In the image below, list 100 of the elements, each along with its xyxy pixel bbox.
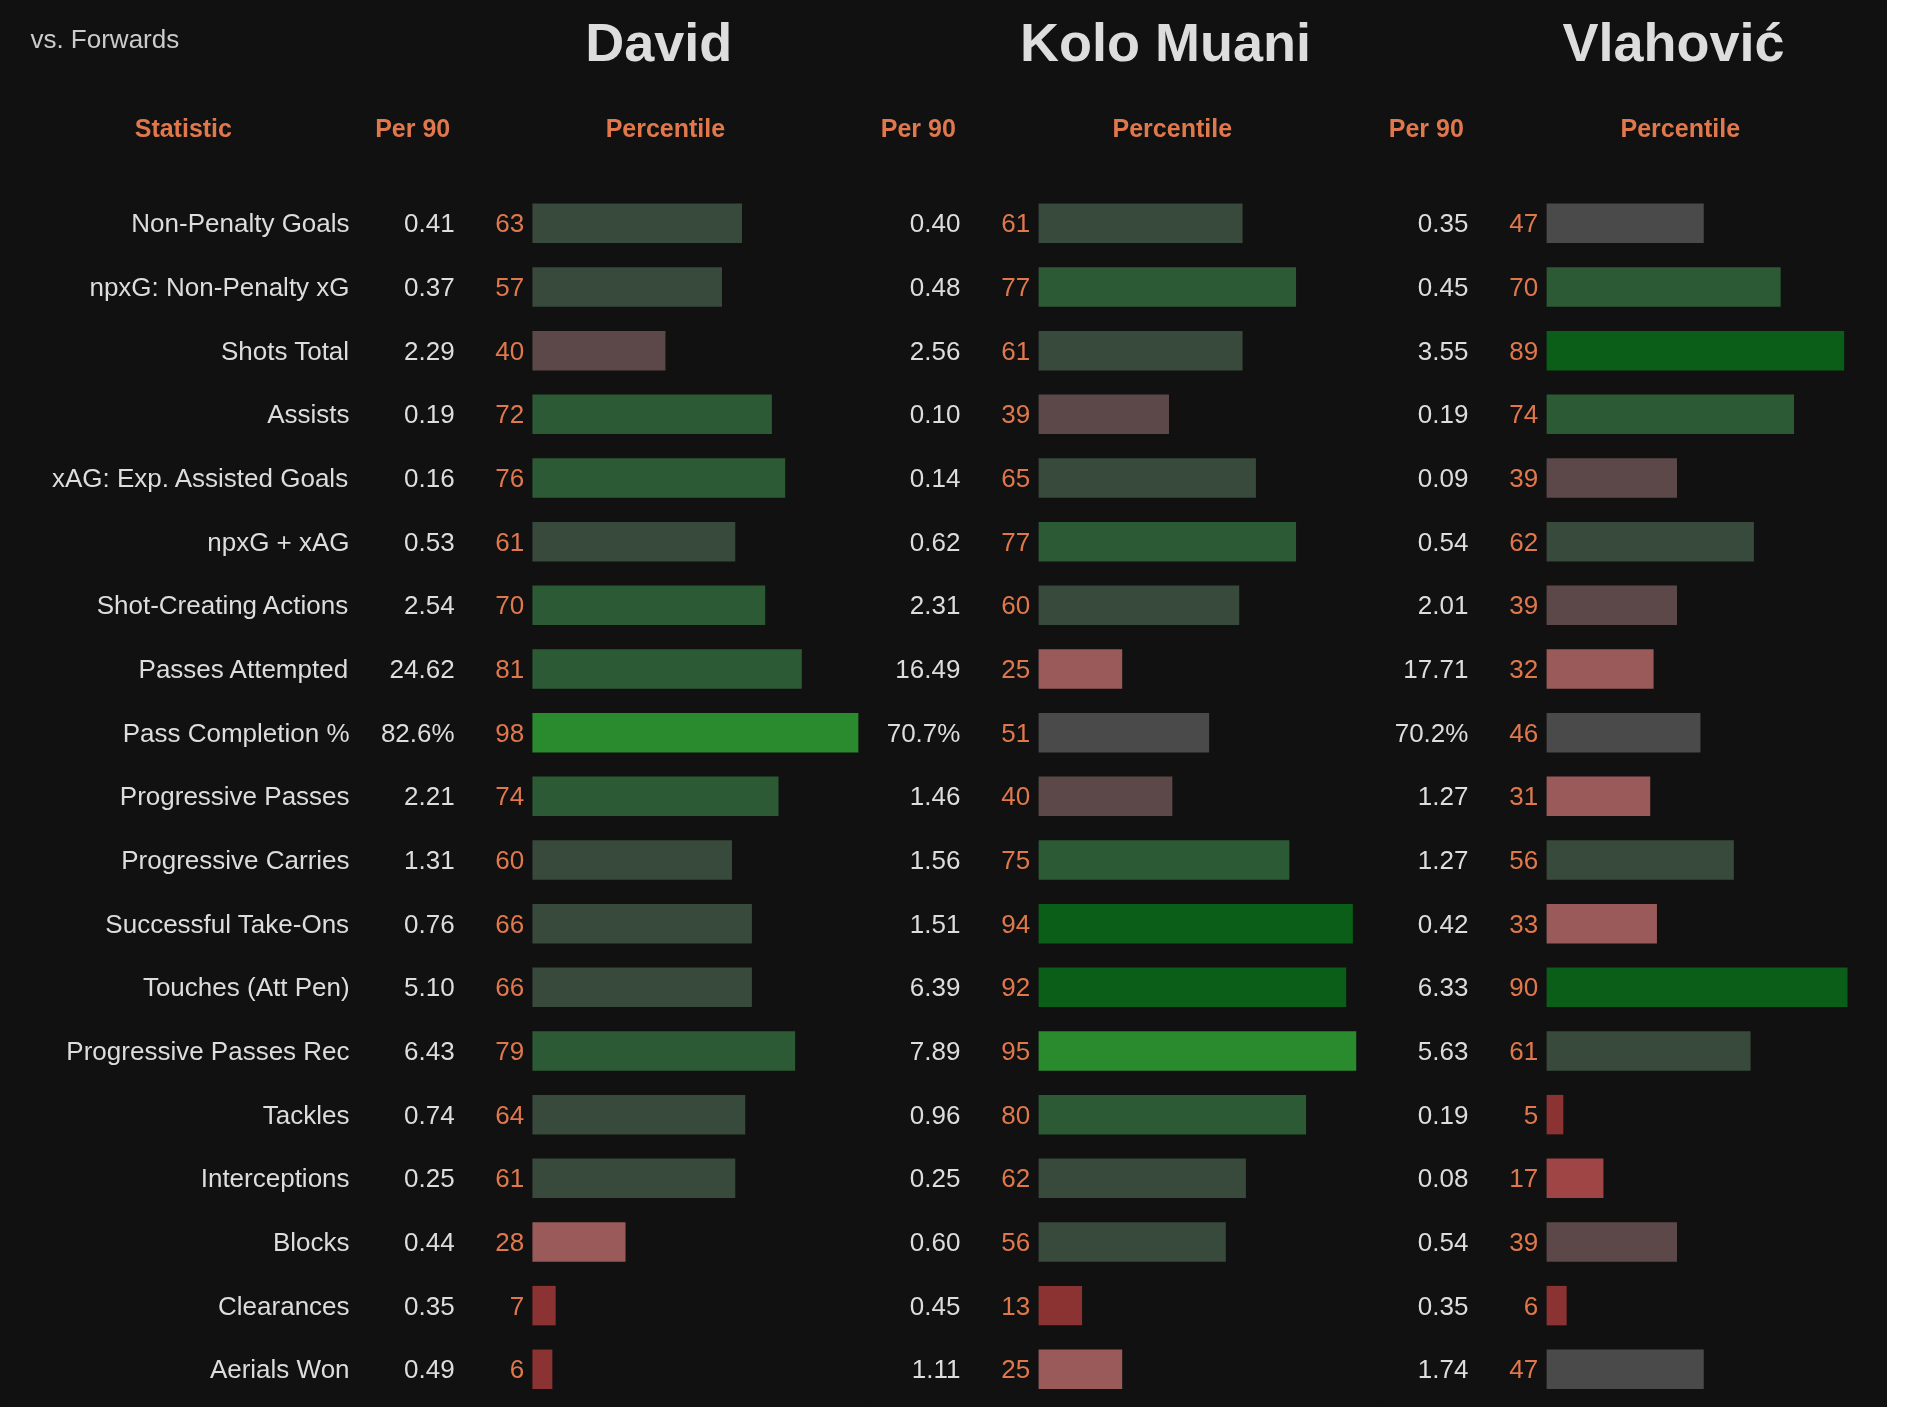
text: 0.16 xyxy=(404,462,455,493)
text: 2.01 xyxy=(1417,590,1469,621)
y-tick-label: Successful Take-Ons xyxy=(105,908,350,939)
text: 0.60 xyxy=(909,1226,961,1257)
text: 70.7% xyxy=(886,717,961,748)
y-tick-label: npxG + xAG xyxy=(207,526,350,557)
data-label: 28 xyxy=(495,1226,525,1257)
text: 17.71 xyxy=(1403,653,1469,684)
bar xyxy=(532,1158,736,1199)
bar xyxy=(1546,776,1651,817)
y-tick-label: Interceptions xyxy=(200,1163,350,1194)
data-label: 39 xyxy=(1509,1226,1539,1257)
data-label: 56 xyxy=(1509,844,1539,875)
text: Per 90 xyxy=(375,113,451,142)
bar xyxy=(532,330,666,371)
text: 2.56 xyxy=(909,335,961,366)
data-label: 74 xyxy=(1509,399,1539,430)
y-tick-label: Clearances xyxy=(218,1290,350,1321)
bar xyxy=(1546,330,1845,371)
x-axis-title: Percentile xyxy=(1112,113,1233,142)
y-tick-label: Shots Total xyxy=(220,335,350,366)
bar xyxy=(1038,649,1123,689)
bar xyxy=(1546,712,1701,753)
bar xyxy=(532,967,752,1008)
text: 0.09 xyxy=(1417,462,1469,493)
text: 0.45 xyxy=(909,1290,961,1321)
data-label: 56 xyxy=(1001,1226,1031,1257)
y-tick-label: Passes Attempted xyxy=(138,653,349,684)
data-label: 47 xyxy=(1509,1354,1539,1385)
text: 16.49 xyxy=(895,653,961,684)
bar xyxy=(532,521,736,562)
text: 5.10 xyxy=(404,972,455,1003)
bar xyxy=(532,1349,553,1390)
text: 0.54 xyxy=(1417,526,1469,557)
bar xyxy=(1546,1285,1567,1326)
text: 0.25 xyxy=(909,1163,961,1194)
bar xyxy=(1038,1158,1246,1199)
bar xyxy=(1038,903,1353,944)
bar xyxy=(532,394,772,435)
text: 6.43 xyxy=(404,1035,455,1066)
data-label: 74 xyxy=(495,781,525,812)
data-label: 39 xyxy=(1001,399,1031,430)
data-label: 61 xyxy=(495,1163,525,1194)
bar xyxy=(1038,330,1243,371)
data-label: 61 xyxy=(1509,1035,1539,1066)
bar xyxy=(532,712,859,753)
bar xyxy=(532,1094,746,1135)
text: 1.51 xyxy=(909,908,961,939)
y-tick-label: Progressive Carries xyxy=(121,844,350,875)
data-label: 47 xyxy=(1509,208,1539,239)
data-label: 39 xyxy=(1509,462,1539,493)
bar xyxy=(1546,1094,1564,1135)
text: 6.39 xyxy=(909,972,961,1003)
data-label: 89 xyxy=(1509,335,1539,366)
bar xyxy=(1038,776,1173,817)
bar xyxy=(1038,1031,1357,1071)
chart-title: David xyxy=(585,11,733,72)
bar xyxy=(532,1222,626,1262)
data-label: 25 xyxy=(1001,1354,1031,1385)
bar xyxy=(1546,967,1848,1008)
data-label: 61 xyxy=(1001,335,1031,366)
data-label: 79 xyxy=(495,1035,525,1066)
bar xyxy=(1546,1031,1751,1071)
y-tick-label: Aerials Won xyxy=(209,1354,350,1385)
text: 2.29 xyxy=(404,335,455,366)
data-label: 75 xyxy=(1001,844,1031,875)
text: 0.62 xyxy=(909,526,961,557)
text: 1.27 xyxy=(1417,781,1469,812)
bar xyxy=(532,585,766,626)
bar xyxy=(1546,203,1704,244)
data-label: 31 xyxy=(1509,781,1539,812)
data-label: 66 xyxy=(495,908,525,939)
data-label: 64 xyxy=(495,1099,525,1130)
bar xyxy=(1038,458,1256,498)
data-label: 70 xyxy=(495,590,525,621)
data-label: 77 xyxy=(1001,526,1031,557)
bar xyxy=(1038,1285,1083,1326)
text: 1.11 xyxy=(911,1354,961,1385)
data-label: 65 xyxy=(1001,462,1031,493)
data-label: 61 xyxy=(1001,208,1031,239)
data-label: 66 xyxy=(495,972,525,1003)
text: 0.19 xyxy=(404,399,455,430)
text: 82.6% xyxy=(380,717,455,748)
text: 5.63 xyxy=(1417,1035,1469,1066)
data-label: 98 xyxy=(495,717,525,748)
data-label: 63 xyxy=(495,208,525,239)
text: 0.41 xyxy=(404,208,455,239)
x-axis-title: Percentile xyxy=(605,113,726,142)
text: 1.74 xyxy=(1417,1354,1469,1385)
text: 2.21 xyxy=(404,781,455,812)
bar xyxy=(1546,1222,1677,1262)
data-label: 95 xyxy=(1001,1035,1031,1066)
bar xyxy=(1038,712,1210,753)
text: 0.44 xyxy=(404,1226,455,1257)
data-label: 46 xyxy=(1509,717,1539,748)
data-label: 72 xyxy=(495,399,525,430)
bar xyxy=(1038,267,1297,307)
bar xyxy=(1038,394,1169,435)
text: 0.48 xyxy=(909,271,961,302)
bar xyxy=(1038,585,1240,626)
